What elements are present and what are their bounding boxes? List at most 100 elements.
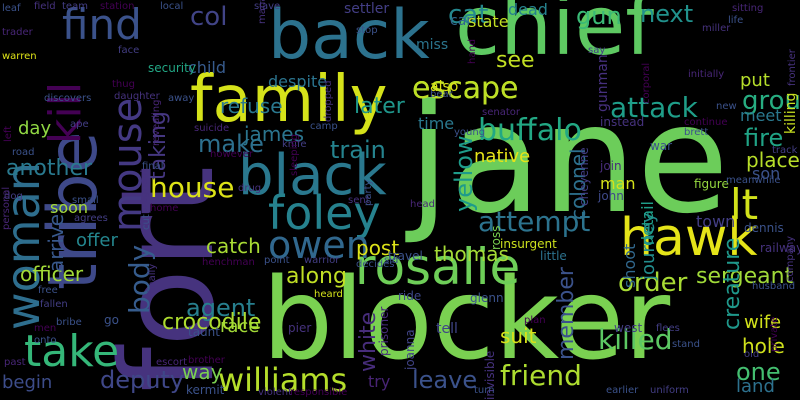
word-soon: soon [50,198,89,217]
word-meet: meet [740,106,782,125]
word-manages: manages [257,0,268,24]
word-join: join [600,159,622,173]
word-violent: violent [258,387,293,398]
word-joanna: joanna [403,329,417,370]
word-go: go [104,313,119,327]
word-men: men [34,323,57,334]
word-child: child [188,58,226,77]
word-frontier: frontier [787,49,798,86]
word-back: back [268,0,430,75]
word-meanwhile: meanwhile [726,175,781,186]
word-land: land [736,376,775,397]
word-ride: ride [398,289,422,303]
word-small: small [72,195,99,206]
word-sergeant: sergeant [696,264,794,289]
word-chief: chief [455,0,655,74]
word-daughter: daughter [114,91,160,102]
word-way: way [182,360,223,384]
word-corporal: corporal [641,62,652,104]
word-responsible: responsible [290,387,348,398]
word-prisoner: prisoner [377,306,391,356]
word-take: take [24,326,120,377]
word-race: race [220,316,260,337]
word-railway: railway [760,241,800,255]
word-see: see [496,48,535,73]
word-company: company [785,235,796,282]
word-field: field [34,1,56,12]
word-trader: trader [2,27,33,38]
word-face: face [118,45,140,56]
word-family: family [190,63,388,137]
word-williams: williams [218,361,348,399]
word-post: post [356,236,400,260]
word-miller: miller [702,23,731,34]
word-drug: drug [238,183,262,194]
word-bribe: bribe [56,317,82,328]
word-town: town [696,212,736,231]
word-wife: wife [744,312,782,333]
word-brett: brett [684,127,709,138]
word-private: private [769,316,780,352]
word-one: one [736,358,781,386]
word-heard: heard [314,289,343,300]
word-dennis: dennis [744,221,784,235]
word-past: past [4,357,26,368]
word-life: life [728,15,744,26]
word-dead: dead [508,0,548,19]
word-thomas: thomas [434,242,509,266]
word-officer: officer [20,262,84,286]
word-track: track [772,145,798,156]
word-friend: friend [500,359,582,392]
word-discovers: discovers [44,93,92,104]
word-hand: hand [467,38,478,64]
word-taunt: taunt [188,325,220,339]
word-group: group [742,86,800,116]
word-head: head [410,199,435,210]
word-fire: fire [744,124,784,152]
word-kermit: kermit [186,383,225,397]
word-initially: initially [688,69,725,80]
word-sleeping: sleeping [289,133,300,176]
word-pier: pier [288,321,312,335]
word-creature: creature [720,237,745,330]
word-team: team [62,1,88,12]
word-dropped: dropped [323,80,334,122]
word-stop: stop [356,25,378,36]
word-killed: killed [598,323,673,356]
word-hole: hole [742,334,785,358]
word-husband: husband [752,281,796,292]
word-hawk: hawk [620,208,758,268]
word-insurgent: insurgent [500,237,557,251]
word-ross: ross [489,225,503,250]
word-buffalo: buffalo [478,113,582,148]
word-leave: leave [412,366,478,394]
word-house: house [150,171,235,204]
word-however: however [210,149,253,160]
word-put: put [740,70,770,91]
word-personal: personal [1,186,12,230]
word-catch: catch [206,234,261,258]
word-another: another [6,156,93,181]
word-new: new [716,101,737,112]
word-black: black [238,143,387,208]
word-james: james [244,122,305,146]
word-camp: camp [310,121,338,132]
word-turn: turn [474,385,495,396]
word-leaf: leaf [2,3,21,14]
word-escape: escape [412,71,519,106]
word-lt: lt [730,180,759,229]
word-young: young [454,127,486,138]
word-escort: escort [156,357,188,368]
word-henchman: henchman [202,257,255,268]
word-away: away [168,93,195,104]
word-begin: begin [2,372,53,393]
word-suicide: suicide [194,123,230,134]
word-instead: instead [600,115,645,129]
word-train: train [330,136,386,164]
word-yellow: yellow [450,135,478,212]
word-glenn: glenn [470,291,504,305]
word-slave: slave [254,1,281,12]
word-next: next [640,0,694,28]
word-detail: detail [638,201,657,246]
